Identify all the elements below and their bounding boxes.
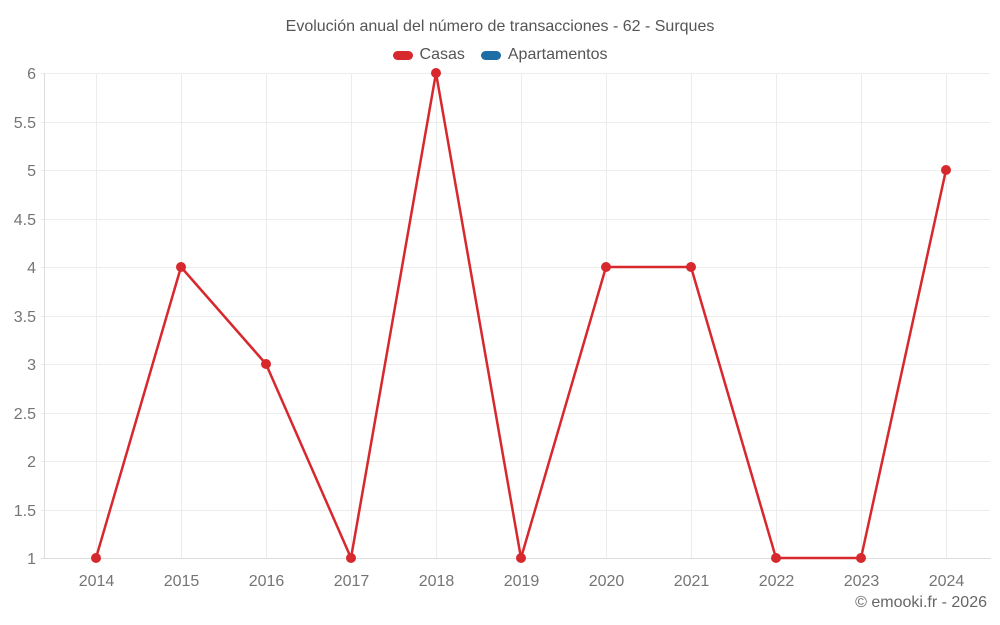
y-tick-label: 5.5 bbox=[14, 115, 36, 132]
x-tick-label: 2021 bbox=[674, 573, 710, 590]
copyright-footer: © emooki.fr - 2026 bbox=[855, 594, 987, 611]
x-tick-label: 2015 bbox=[164, 573, 200, 590]
y-tick-label: 4.5 bbox=[14, 212, 36, 229]
y-tick-label: 1 bbox=[27, 551, 36, 568]
y-tick-label: 3 bbox=[27, 357, 36, 374]
data-point-casas[interactable] bbox=[176, 262, 186, 272]
x-tick-label: 2019 bbox=[504, 573, 540, 590]
x-tick-label: 2017 bbox=[334, 573, 370, 590]
y-tick-label: 2.5 bbox=[14, 406, 36, 423]
y-tick-label: 4 bbox=[27, 260, 36, 277]
x-tick-label: 2022 bbox=[759, 573, 795, 590]
legend-swatch-apartamentos bbox=[480, 50, 501, 60]
y-tick-label: 2 bbox=[27, 454, 36, 471]
chart-legend: Casas Apartamentos bbox=[0, 46, 1000, 64]
x-tick-label: 2020 bbox=[589, 573, 625, 590]
data-point-casas[interactable] bbox=[601, 262, 611, 272]
x-tick-label: 2016 bbox=[249, 573, 285, 590]
y-tick-label: 6 bbox=[27, 66, 36, 83]
x-tick-label: 2014 bbox=[79, 573, 115, 590]
data-point-casas[interactable] bbox=[856, 553, 866, 563]
data-point-casas[interactable] bbox=[941, 165, 951, 175]
data-point-casas[interactable] bbox=[91, 553, 101, 563]
data-point-casas[interactable] bbox=[686, 262, 696, 272]
y-tick-label: 3.5 bbox=[14, 309, 36, 326]
data-point-casas[interactable] bbox=[261, 359, 271, 369]
data-point-casas[interactable] bbox=[346, 553, 356, 563]
x-tick-label: 2018 bbox=[419, 573, 455, 590]
y-tick-label: 1.5 bbox=[14, 503, 36, 520]
data-point-casas[interactable] bbox=[431, 68, 441, 78]
legend-label-casas: Casas bbox=[419, 46, 465, 63]
data-point-casas[interactable] bbox=[771, 553, 781, 563]
legend-item-apartamentos[interactable]: Apartamentos bbox=[480, 46, 608, 64]
y-tick-label: 5 bbox=[27, 163, 36, 180]
x-tick-label: 2023 bbox=[844, 573, 880, 590]
legend-item-casas[interactable]: Casas bbox=[392, 46, 465, 64]
legend-swatch-casas bbox=[392, 50, 413, 60]
legend-label-apartamentos: Apartamentos bbox=[507, 46, 608, 63]
chart-title: Evolución anual del número de transaccio… bbox=[285, 18, 715, 35]
data-point-casas[interactable] bbox=[516, 553, 526, 563]
x-tick-label: 2024 bbox=[929, 573, 965, 590]
